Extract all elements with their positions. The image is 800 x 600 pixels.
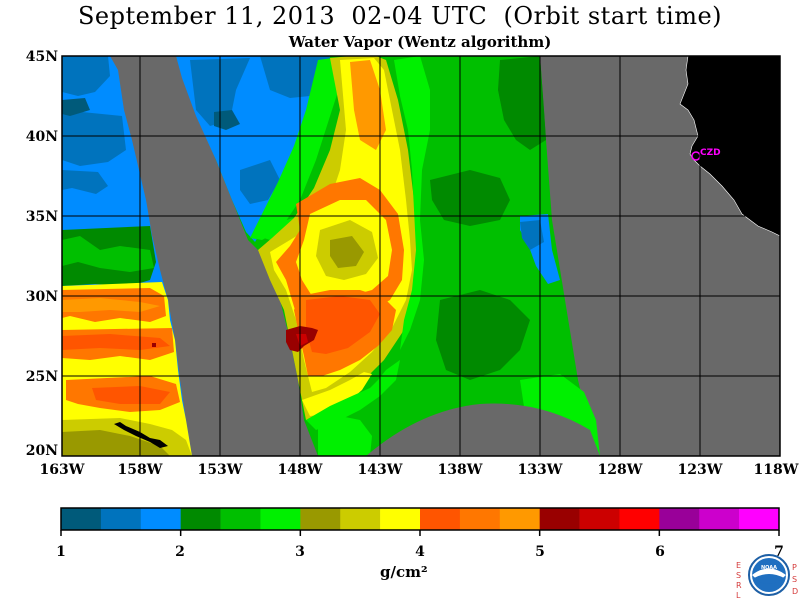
lat-label-25n: 25N bbox=[26, 369, 58, 385]
logo-letter-d: D bbox=[792, 587, 798, 596]
colorbar-segment bbox=[499, 508, 540, 530]
cb-tick-1: 1 bbox=[56, 544, 66, 560]
colorbar-segment bbox=[300, 508, 341, 530]
colorbar-segment bbox=[659, 508, 700, 530]
map-title: September 11, 2013 02-04 UTC (Orbit star… bbox=[77, 2, 723, 30]
cb-tick-2: 2 bbox=[175, 544, 185, 560]
colorbar-segment bbox=[220, 508, 261, 530]
colorbar-segment bbox=[100, 508, 142, 530]
lon-label-133w: 133W bbox=[518, 462, 563, 478]
logo-letter-s1: S bbox=[736, 571, 741, 580]
lon-label-138w: 138W bbox=[438, 462, 483, 478]
longitude-labels: 163W 158W 153W 148W 143W 138W 133W 128W … bbox=[40, 462, 799, 478]
lon-label-148w: 148W bbox=[278, 462, 323, 478]
colorbar-segment bbox=[619, 508, 660, 530]
colorbar-unit: g/cm² bbox=[380, 563, 428, 581]
colorbar-segment bbox=[340, 508, 381, 530]
lon-label-123w: 123W bbox=[678, 462, 723, 478]
colorbar-segment bbox=[739, 508, 780, 530]
land-mass bbox=[680, 56, 780, 236]
land-outline bbox=[679, 56, 780, 237]
cb-tick-7: 7 bbox=[774, 544, 784, 560]
lat-label-35n: 35N bbox=[26, 209, 58, 225]
colorbar-segment bbox=[180, 508, 221, 530]
graticule bbox=[62, 56, 780, 456]
lon-label-158w: 158W bbox=[118, 462, 163, 478]
colorbar-segment bbox=[260, 508, 301, 530]
map-subtitle: Water Vapor (Wentz algorithm) bbox=[288, 33, 552, 51]
noaa-esrl-psd-logo: E S R L NOAA P S D bbox=[736, 554, 798, 600]
lat-label-40n: 40N bbox=[26, 129, 58, 145]
colorbar-segment bbox=[699, 508, 740, 530]
logo-letter-l: L bbox=[736, 591, 741, 600]
cb-tick-5: 5 bbox=[535, 544, 545, 560]
lat-label-20n: 20N bbox=[26, 443, 58, 459]
latitude-labels: 45N 40N 35N 30N 25N 20N bbox=[26, 49, 58, 459]
colorbar bbox=[60, 507, 780, 536]
logo-letter-s2: S bbox=[792, 575, 797, 584]
colorbar-segment bbox=[459, 508, 501, 530]
lon-label-163w: 163W bbox=[40, 462, 85, 478]
logo-center-text: NOAA bbox=[761, 565, 777, 571]
lat-label-45n: 45N bbox=[26, 49, 58, 65]
colorbar-segment bbox=[380, 508, 421, 530]
colorbar-segment bbox=[420, 508, 461, 530]
lon-label-128w: 128W bbox=[598, 462, 643, 478]
station-label: CZD bbox=[700, 148, 721, 158]
lon-label-118w: 118W bbox=[754, 462, 799, 478]
cb-tick-3: 3 bbox=[295, 544, 305, 560]
map-frame bbox=[61, 55, 781, 457]
lat-label-30n: 30N bbox=[26, 289, 58, 305]
colorbar-segment bbox=[539, 508, 580, 530]
logo-letter-e: E bbox=[736, 561, 741, 570]
colorbar-tick-labels: 1 2 3 4 5 6 7 bbox=[56, 544, 784, 560]
colorbar-segment bbox=[61, 508, 102, 530]
colorbar-segment bbox=[140, 508, 181, 530]
lon-label-143w: 143W bbox=[358, 462, 403, 478]
map-panel: CZD bbox=[62, 56, 780, 456]
lon-label-153w: 153W bbox=[198, 462, 243, 478]
no-data-arc bbox=[366, 403, 600, 456]
logo-letter-p: P bbox=[792, 563, 797, 572]
cb-tick-4: 4 bbox=[415, 544, 425, 560]
cb-tick-6: 6 bbox=[655, 544, 665, 560]
logo-letter-r: R bbox=[736, 581, 742, 590]
colorbar-segment bbox=[579, 508, 620, 530]
